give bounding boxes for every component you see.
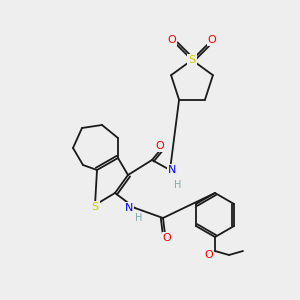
Text: O: O bbox=[208, 35, 216, 45]
Text: N: N bbox=[125, 203, 133, 213]
Text: N: N bbox=[168, 165, 176, 175]
Text: O: O bbox=[205, 250, 213, 260]
Text: O: O bbox=[163, 233, 171, 243]
Text: S: S bbox=[188, 55, 196, 65]
Text: S: S bbox=[92, 202, 99, 212]
Text: H: H bbox=[174, 180, 182, 190]
Text: O: O bbox=[168, 35, 176, 45]
Text: H: H bbox=[135, 213, 143, 223]
Text: O: O bbox=[156, 141, 164, 151]
